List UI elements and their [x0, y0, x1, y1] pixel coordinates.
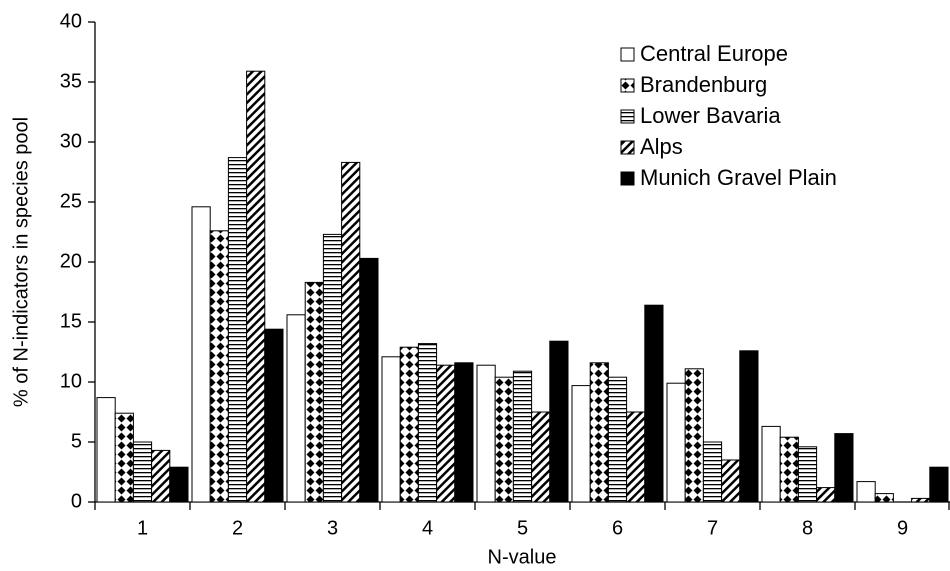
y-tick-label: 5 [71, 430, 82, 452]
bar [761, 425, 781, 503]
bar [589, 362, 609, 503]
y-tick-label: 25 [60, 190, 82, 212]
bar [626, 411, 646, 503]
bar [417, 343, 438, 503]
bar [246, 70, 266, 503]
x-axis-label: N-value [488, 546, 557, 568]
bar [666, 382, 686, 503]
bar [114, 412, 134, 503]
bar [874, 493, 894, 503]
bar [512, 370, 533, 503]
legend-label: Central Europe [640, 41, 788, 66]
y-tick-label: 0 [71, 490, 82, 512]
bar [132, 441, 153, 503]
bar [322, 233, 343, 503]
x-tick-label: 3 [327, 517, 338, 539]
y-tick-label: 30 [60, 130, 82, 152]
bar [96, 397, 116, 503]
bar [911, 497, 931, 503]
legend-label: Brandenburg [640, 72, 767, 97]
bar [607, 376, 628, 503]
bar [286, 314, 306, 503]
x-tick-label: 8 [802, 517, 813, 539]
legend-swatch [620, 47, 635, 62]
bar [856, 481, 876, 503]
legend-label: Lower Bavaria [640, 103, 781, 128]
bar [304, 281, 324, 503]
bar [227, 157, 248, 503]
bar [531, 411, 551, 503]
legend-swatch [620, 171, 635, 186]
y-tick-label: 10 [60, 370, 82, 392]
x-tick-label: 1 [137, 517, 148, 539]
bar [436, 364, 456, 503]
x-tick-label: 9 [897, 517, 908, 539]
bar [494, 376, 514, 503]
bar [797, 446, 818, 503]
legend-swatch [620, 140, 635, 155]
x-tick-label: 4 [422, 517, 433, 539]
y-tick-label: 15 [60, 310, 82, 332]
bar [739, 350, 759, 503]
bar [454, 362, 474, 503]
bar [684, 368, 704, 503]
x-tick-label: 7 [707, 517, 718, 539]
bar [341, 161, 361, 503]
bar [476, 364, 496, 503]
bar [644, 304, 664, 503]
bar [209, 230, 229, 503]
bar [779, 436, 799, 503]
bar [702, 441, 723, 503]
bar [359, 257, 379, 503]
bar [816, 487, 836, 503]
bar [571, 385, 591, 503]
legend-swatch [620, 109, 635, 124]
legend-swatch [620, 78, 635, 93]
bar [399, 346, 419, 503]
bar [549, 340, 569, 503]
y-axis-label: % of N-indicators in species pool [10, 117, 32, 407]
legend-label: Alps [640, 134, 683, 159]
x-tick-label: 5 [517, 517, 528, 539]
bar [721, 459, 741, 503]
y-tick-label: 20 [60, 250, 82, 272]
y-tick-label: 35 [60, 70, 82, 92]
bar [151, 449, 171, 503]
bar [381, 356, 401, 503]
x-tick-label: 2 [232, 517, 243, 539]
bar [929, 466, 949, 503]
y-tick-label: 40 [60, 10, 82, 32]
bar [191, 206, 211, 503]
x-tick-label: 6 [612, 517, 623, 539]
bar [264, 328, 284, 503]
bar [169, 466, 189, 503]
bar [834, 433, 854, 503]
legend-label: Munich Gravel Plain [640, 165, 837, 190]
